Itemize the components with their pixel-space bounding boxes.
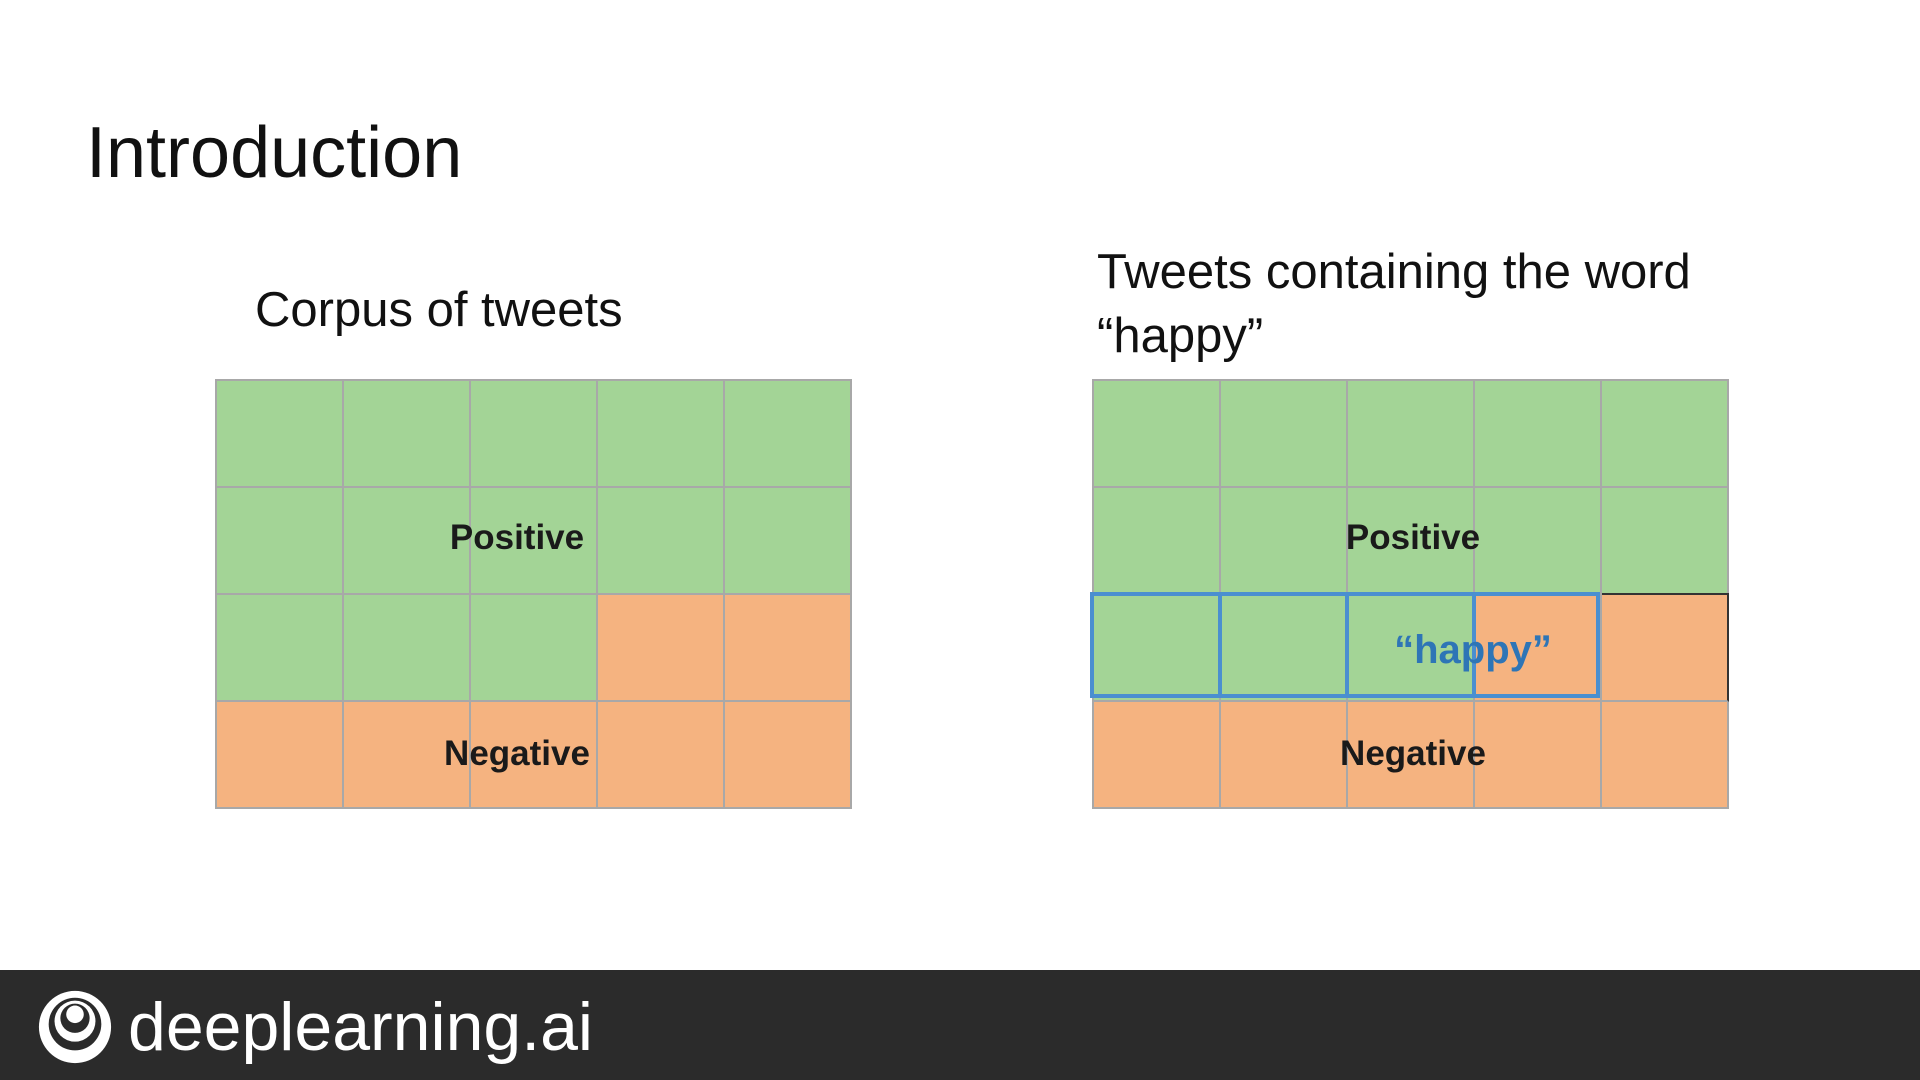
negative-label: Negative	[444, 734, 590, 773]
positive-tweet-cell	[1221, 595, 1348, 702]
positive-tweet-cell	[217, 595, 344, 702]
slide-title: Introduction	[86, 113, 463, 193]
positive-label: Positive	[1345, 518, 1481, 557]
positive-tweet-cell	[471, 595, 598, 702]
positive-tweet-cell	[1348, 381, 1475, 488]
negative-label: Negative	[1340, 734, 1486, 773]
positive-tweet-cell	[725, 381, 852, 488]
brand-name: deeplearning.ai	[128, 989, 594, 1065]
positive-tweet-cell	[344, 595, 471, 702]
positive-tweet-cell	[1094, 381, 1221, 488]
positive-tweet-cell	[598, 488, 725, 595]
positive-tweet-cell	[1348, 595, 1475, 702]
negative-tweet-cell	[1602, 702, 1729, 809]
negative-tweet-cell	[1475, 702, 1602, 809]
highlight-divider	[1345, 592, 1349, 698]
positive-tweet-cell	[1221, 381, 1348, 488]
highlight-divider	[1218, 592, 1222, 698]
positive-tweet-cell	[1602, 488, 1729, 595]
highlight-divider	[1472, 592, 1476, 698]
positive-tweet-cell	[1348, 488, 1475, 595]
positive-tweet-cell	[1475, 381, 1602, 488]
positive-tweet-cell	[344, 381, 471, 488]
positive-tweet-cell	[1475, 488, 1602, 595]
positive-tweet-cell	[725, 488, 852, 595]
corpus-grid	[215, 379, 852, 809]
footer-bar: deeplearning.ai	[0, 970, 1920, 1080]
positive-tweet-cell	[1602, 381, 1729, 488]
negative-tweet-cell	[1348, 702, 1475, 809]
negative-tweet-cell	[725, 702, 852, 809]
happy-tweets-caption: Tweets containing the word “happy”	[1097, 245, 1691, 363]
negative-tweet-cell	[1602, 593, 1729, 702]
positive-label: Positive	[449, 518, 585, 557]
negative-tweet-cell	[1094, 702, 1221, 809]
positive-tweet-cell	[217, 381, 344, 488]
negative-tweet-cell	[471, 702, 598, 809]
negative-tweet-cell	[1475, 595, 1602, 702]
negative-tweet-cell	[598, 595, 725, 702]
negative-tweet-cell	[598, 702, 725, 809]
positive-tweet-cell	[344, 488, 471, 595]
positive-tweet-cell	[1221, 488, 1348, 595]
deeplearning-logo-icon	[38, 990, 112, 1064]
negative-tweet-cell	[344, 702, 471, 809]
negative-tweet-cell	[1221, 702, 1348, 809]
positive-tweet-cell	[1094, 595, 1221, 702]
corpus-caption: Corpus of tweets	[255, 283, 623, 337]
happy-label: “happy”	[1394, 628, 1552, 672]
negative-tweet-cell	[217, 702, 344, 809]
positive-tweet-cell	[598, 381, 725, 488]
negative-tweet-cell	[725, 595, 852, 702]
positive-tweet-cell	[471, 488, 598, 595]
positive-tweet-cell	[1094, 488, 1221, 595]
positive-tweet-cell	[471, 381, 598, 488]
positive-tweet-cell	[217, 488, 344, 595]
